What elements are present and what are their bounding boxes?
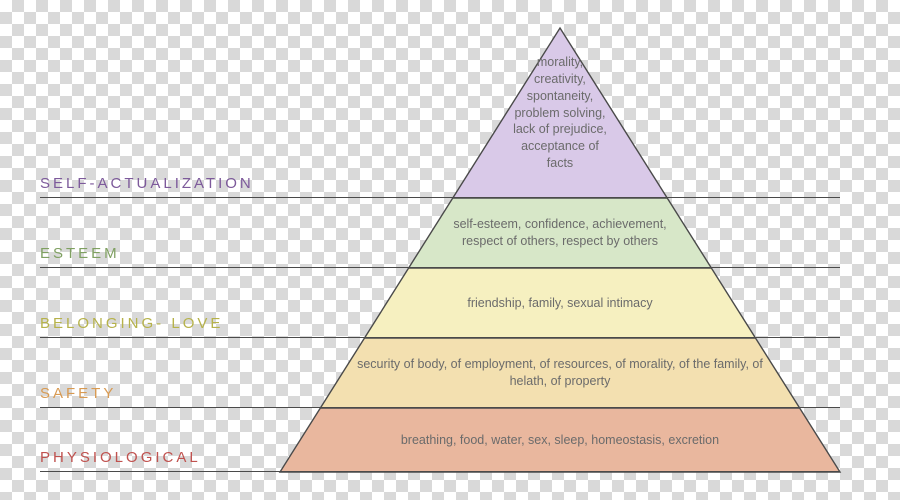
level-row-physiological: PHYSIOLOGICAL breathing, food, water, sex… <box>0 408 900 472</box>
maslow-pyramid-diagram: SELF-ACTUALIZATION morality, creativity, … <box>0 0 900 500</box>
level-description-belonging_love: friendship, family, sexual intimacy <box>387 268 734 338</box>
level-label-safety: SAFETY <box>40 385 116 402</box>
level-row-belonging_love: BELONGING- LOVE friendship, family, sexua… <box>0 268 900 338</box>
level-label-esteem: ESTEEM <box>40 245 120 262</box>
level-row-self_actualization: SELF-ACTUALIZATION morality, creativity, … <box>0 28 900 198</box>
level-label-physiological: PHYSIOLOGICAL <box>40 449 201 466</box>
level-row-esteem: ESTEEM self-esteem, confidence, achieveme… <box>0 198 900 268</box>
level-description-physiological: breathing, food, water, sex, sleep, home… <box>300 408 820 472</box>
level-description-self_actualization: morality, creativity, spontaneity, probl… <box>506 28 613 198</box>
level-label-self_actualization: SELF-ACTUALIZATION <box>40 175 254 192</box>
level-label-belonging_love: BELONGING- LOVE <box>40 315 223 332</box>
level-row-safety: SAFETY security of body, of employment, o… <box>0 338 900 408</box>
level-description-esteem: self-esteem, confidence, achievement, re… <box>431 198 690 268</box>
level-description-safety: security of body, of employment, of reso… <box>342 338 777 408</box>
